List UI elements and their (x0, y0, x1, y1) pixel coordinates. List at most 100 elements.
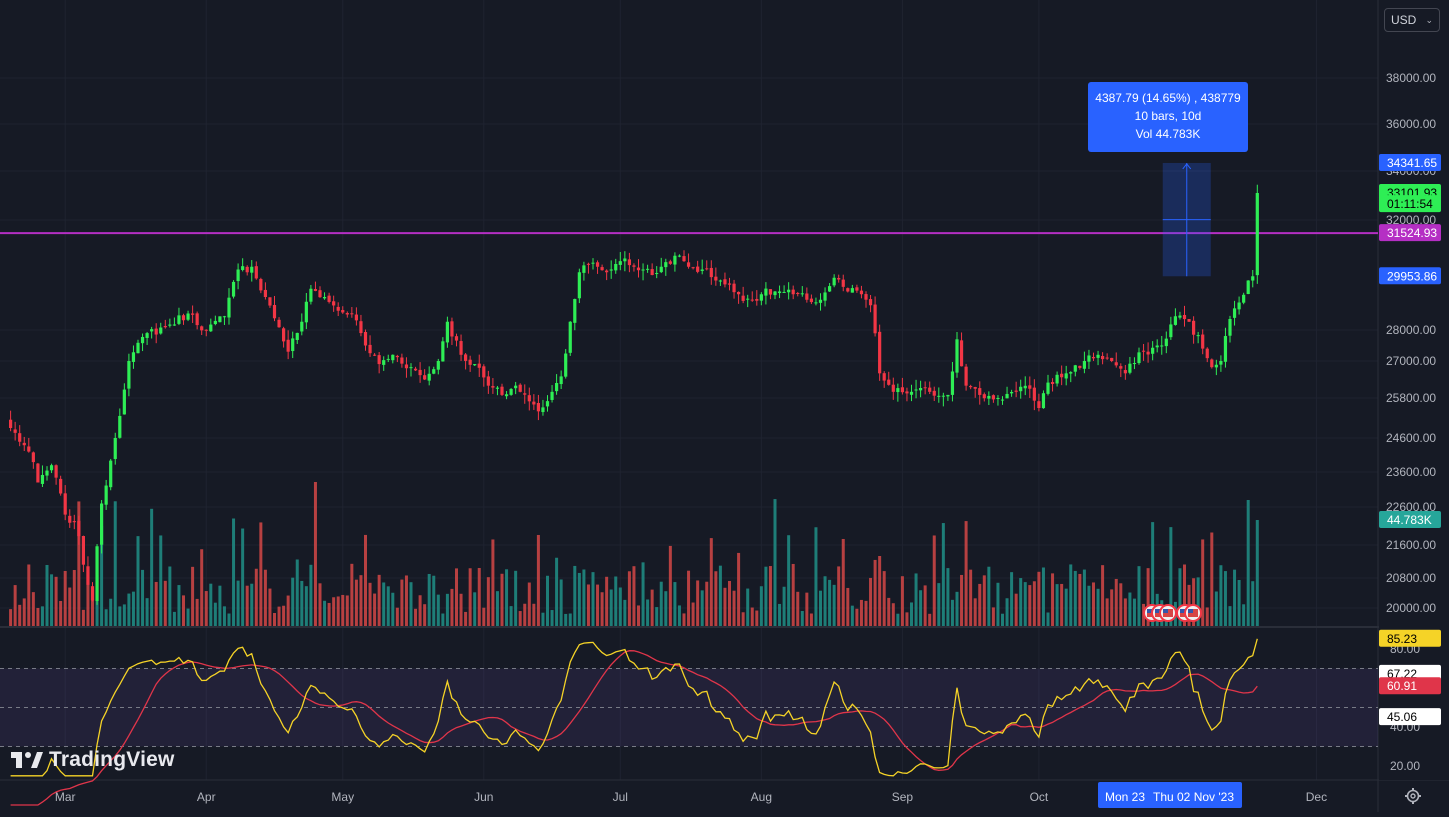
candle-body (163, 325, 167, 328)
candle-body (350, 313, 354, 315)
measure-change: 4387.79 (14.65%) , 438779 (1095, 91, 1241, 105)
candle-body (118, 415, 122, 438)
candle-body (568, 321, 572, 353)
time-label-end: Thu 02 Nov '23 (1153, 790, 1234, 804)
candle-body (236, 269, 240, 282)
us-flag-icon (1159, 604, 1177, 622)
price-tick-label: 22600.00 (1386, 500, 1436, 514)
volume-bar (1228, 606, 1232, 626)
volume-bar (1196, 577, 1200, 626)
volume-bar (423, 604, 427, 626)
candle-body (950, 371, 955, 395)
volume-bar (482, 607, 486, 626)
price-label-text: 34341.65 (1387, 156, 1437, 170)
candle-body (682, 256, 686, 262)
currency-selector[interactable]: USD ⌄ (1384, 8, 1440, 32)
tradingview-logo[interactable]: TradingView (11, 748, 175, 772)
candle-body (518, 384, 522, 392)
economic-events[interactable] (1143, 604, 1202, 622)
candle-body (623, 258, 627, 262)
volume-bar (1210, 532, 1214, 626)
candle-body (63, 493, 67, 515)
volume-bar (732, 590, 736, 626)
volume-bar (286, 595, 290, 626)
volume-bar (118, 606, 122, 626)
candle-body (655, 273, 659, 275)
volume-marker: 44.783K (1379, 511, 1441, 528)
volume-bar (1183, 564, 1186, 626)
volume-bar (404, 575, 408, 626)
volume-bar (141, 569, 145, 626)
price-tick-label: 32000.00 (1386, 213, 1436, 227)
volume-bar (705, 581, 709, 626)
candle-body (1132, 363, 1137, 365)
volume-bar (1087, 585, 1091, 626)
candle-body (791, 289, 795, 295)
candle-body (664, 262, 668, 268)
candle-body (878, 331, 882, 374)
candle-body (68, 515, 72, 523)
time-tick-label: Sep (892, 790, 914, 804)
price-tick-label: 20800.00 (1386, 571, 1436, 585)
volume-bar (359, 575, 363, 626)
volume-bar (109, 598, 113, 626)
candlestick-series (9, 184, 1259, 605)
candle-body (641, 269, 645, 271)
volume-bar (596, 584, 600, 626)
volume-bar (814, 527, 818, 626)
candle-body (168, 324, 172, 326)
candle-body (1242, 294, 1246, 303)
volume-bar (759, 586, 763, 626)
candle-body (341, 310, 345, 313)
volume-bar (718, 565, 722, 626)
volume-bar (477, 567, 481, 626)
price-label-text: 29953.86 (1387, 269, 1437, 283)
volume-bar (859, 599, 863, 626)
candle-body (928, 387, 932, 392)
volume-bar (755, 610, 759, 626)
volume-bar (677, 605, 681, 626)
candle-body (22, 442, 26, 446)
volume-bar (559, 579, 563, 626)
volume-bar (464, 611, 468, 626)
rsi-marker: 60.91 (1379, 677, 1441, 695)
candle-body (218, 316, 222, 323)
candle-body (841, 279, 845, 287)
candle-body (705, 268, 709, 270)
tradingview-logo-icon (11, 752, 43, 768)
time-scale[interactable]: Mar Apr May Jun Jul Aug Sep Oct Dec Mon 23 Thu 02 … (55, 782, 1327, 808)
candle-body (987, 395, 991, 399)
candle-body (231, 281, 236, 297)
volume-bar (646, 599, 650, 626)
volume-bar (122, 604, 126, 626)
volume-bar (1132, 598, 1136, 626)
volume-bar (573, 565, 577, 626)
candle-body (13, 429, 17, 433)
volume-bar (846, 587, 850, 626)
volume-bar (823, 576, 827, 626)
candle-body (700, 269, 704, 271)
candle-body (614, 264, 618, 271)
volume-bar (532, 603, 536, 626)
volume-bar (1151, 522, 1155, 626)
candle-body (332, 301, 336, 306)
volume-bar (1001, 613, 1004, 626)
price-scale[interactable]: 38000.0036000.0034000.0032000.0028000.00… (1379, 0, 1449, 780)
gear-icon[interactable] (1404, 787, 1422, 805)
volume-bar (277, 606, 281, 626)
candle-body (586, 263, 591, 265)
candle-body (491, 386, 495, 388)
volume-bar (9, 609, 13, 626)
candle-body (1087, 355, 1091, 362)
candle-body (272, 304, 277, 319)
candle-body (996, 398, 1000, 399)
candle-body (850, 288, 854, 293)
candle-body (959, 340, 964, 367)
price-range-measure[interactable] (1162, 162, 1211, 277)
volume-bar (582, 569, 586, 626)
candle-body (159, 327, 163, 334)
volume-bar (1060, 583, 1064, 626)
volume-bar (632, 566, 636, 626)
